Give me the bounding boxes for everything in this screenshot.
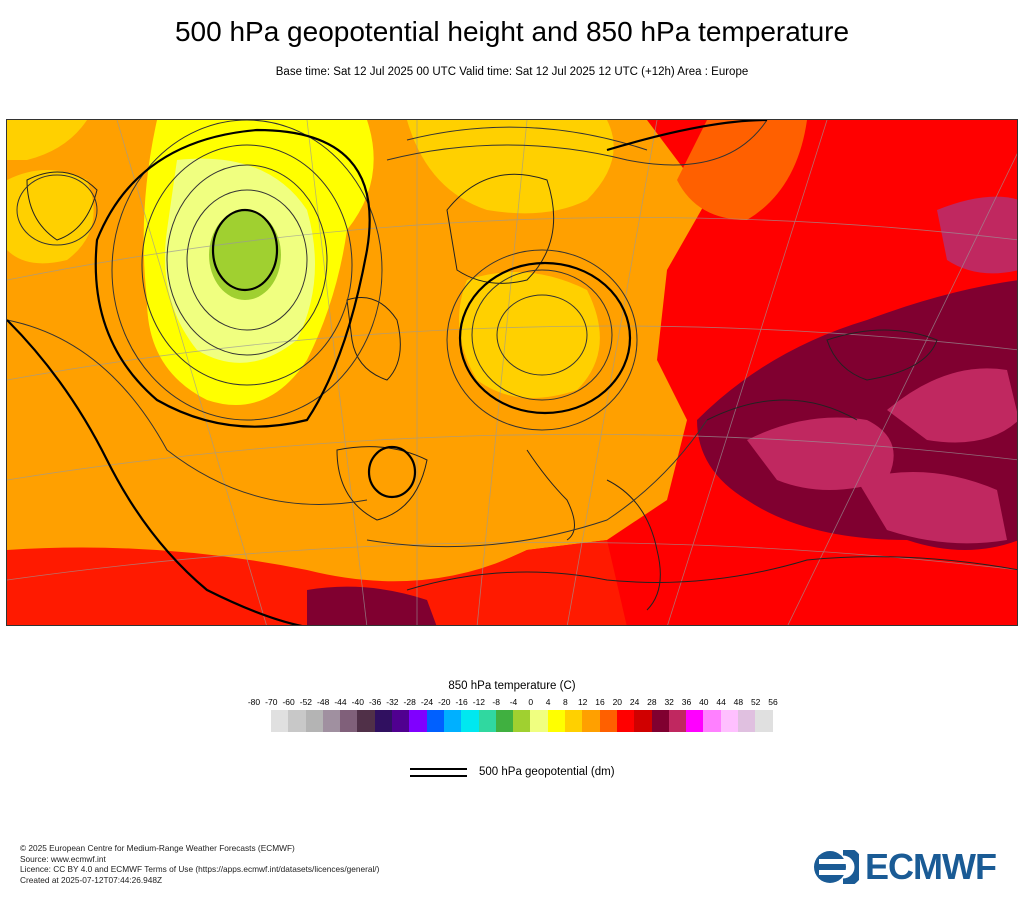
legend-tick-label: -32 — [386, 697, 399, 707]
footer-licence: Licence: CC BY 4.0 and ECMWF Terms of Us… — [20, 864, 380, 874]
legend-tick-label: 24 — [629, 697, 640, 707]
temp-field-arctic-east — [677, 120, 807, 220]
legend-swatch — [305, 710, 323, 732]
legend-swatch — [374, 710, 393, 732]
legend-tick-label: 8 — [563, 697, 568, 707]
line-legend-label: 500 hPa geopotential (dm) — [479, 766, 615, 778]
map-panel[interactable] — [6, 119, 1018, 626]
temp-field-greenland — [7, 170, 94, 264]
legend-tick-label: -52 — [299, 697, 313, 707]
temp-field-patch-3 — [857, 472, 1007, 544]
line-legend: 500 hPa geopotential (dm) — [410, 766, 615, 778]
legend-tick-label: 0 — [528, 697, 534, 707]
legend-ticks: -80 -70 -60 -52 -48 -44 -40 -36 -32 -28 -24 -20 -16-… — [0, 697, 1024, 709]
footer: © 2025 European Centre for Medium-Range … — [20, 843, 379, 885]
legend-swatch — [357, 710, 375, 732]
legend-swatch — [703, 710, 721, 732]
legend-tick-label: 48 — [733, 697, 744, 707]
legend-swatch — [738, 710, 756, 732]
legend-swatch — [271, 710, 289, 732]
legend-swatch — [461, 710, 479, 732]
legend-swatch — [547, 710, 566, 732]
legend-title: 850 hPa temperature (C) — [448, 680, 576, 692]
legend-swatch — [582, 710, 600, 732]
map-svg — [7, 120, 1017, 625]
temp-field-central — [459, 272, 600, 398]
legend-tick-label: -80 — [247, 697, 261, 707]
legend-tick-label: -8 — [492, 697, 500, 707]
legend-swatch — [755, 710, 773, 732]
temp-field-coldest — [209, 210, 281, 300]
legend-tick-label: -60 — [282, 697, 295, 707]
legend-tick-label: -44 — [334, 697, 347, 707]
legend-swatch — [443, 710, 462, 732]
legend-swatch — [668, 710, 687, 732]
temp-field-scandinavia — [407, 120, 614, 214]
ecmwf-logo[interactable]: ECMWF — [813, 846, 997, 888]
graticule — [7, 120, 1017, 625]
legend-tick-label: 32 — [664, 697, 674, 707]
legend-swatch — [720, 710, 739, 732]
geopotential-contours-major — [7, 120, 768, 625]
legend-swatch — [409, 710, 427, 732]
legend-swatch — [495, 710, 514, 732]
footer-source: Source: www.ecmwf.int — [20, 853, 106, 864]
legend-tick-label: -70 — [265, 697, 278, 707]
line-legend-sample — [410, 767, 467, 777]
legend-tick-label: -16 — [455, 697, 468, 707]
legend-tick-label: 56 — [768, 697, 778, 707]
legend-swatch — [478, 710, 496, 732]
legend-tick-label: 4 — [545, 697, 551, 707]
legend-swatch — [340, 710, 358, 732]
geopotential-contours — [7, 120, 768, 548]
footer-copyright: © 2025 European Centre for Medium-Range … — [20, 843, 295, 853]
legend-swatch — [392, 710, 410, 732]
legend-swatch — [288, 710, 306, 732]
legend-tick-label: -4 — [509, 697, 518, 707]
legend-swatch — [565, 710, 583, 732]
legend-swatch — [616, 710, 635, 732]
legend-tick-label: 28 — [647, 697, 657, 707]
legend-swatch — [651, 710, 669, 732]
legend-tick-label: -12 — [472, 697, 486, 707]
temp-field-patch-1 — [747, 417, 894, 490]
legend-tick-label: 52 — [750, 697, 761, 707]
legend-tick-label: -48 — [317, 697, 330, 707]
legend-tick-label: 40 — [699, 697, 709, 707]
legend-tick-label: 16 — [595, 697, 605, 707]
legend-tick-label: 12 — [577, 697, 588, 707]
legend-tick-label: -28 — [403, 697, 416, 707]
legend-swatch — [426, 710, 444, 732]
legend-swatch — [634, 710, 652, 732]
legend-tick-label: -24 — [420, 697, 434, 707]
legend-swatch — [322, 710, 341, 732]
chart-subtitle: Base time: Sat 12 Jul 2025 00 UTC Valid … — [275, 66, 749, 78]
temp-field-patch-2 — [887, 368, 1017, 443]
legend-swatch — [599, 710, 617, 732]
legend-tick-label: 20 — [612, 697, 623, 707]
legend-tick-label: -40 — [351, 697, 364, 707]
footer-created: Created at 2025-07-12T07:44:26.948Z — [20, 874, 163, 885]
temp-field-northwest — [7, 120, 87, 160]
temp-field-patch-5 — [307, 586, 437, 625]
legend-tick-label: 44 — [716, 697, 726, 707]
legend-swatch — [686, 710, 704, 732]
ecmwf-logo-text: ECMWF — [865, 846, 997, 887]
legend-swatch — [513, 710, 531, 732]
legend-tick-label: -36 — [368, 697, 382, 707]
legend-swatch — [530, 710, 548, 732]
legend-colorbar — [271, 710, 773, 732]
legend-tick-label: -20 — [438, 697, 451, 707]
chart-title: 500 hPa geopotential height and 850 hPa … — [174, 16, 850, 47]
ecmwf-logo-icon — [814, 850, 859, 884]
legend-tick-label: 36 — [681, 697, 692, 707]
